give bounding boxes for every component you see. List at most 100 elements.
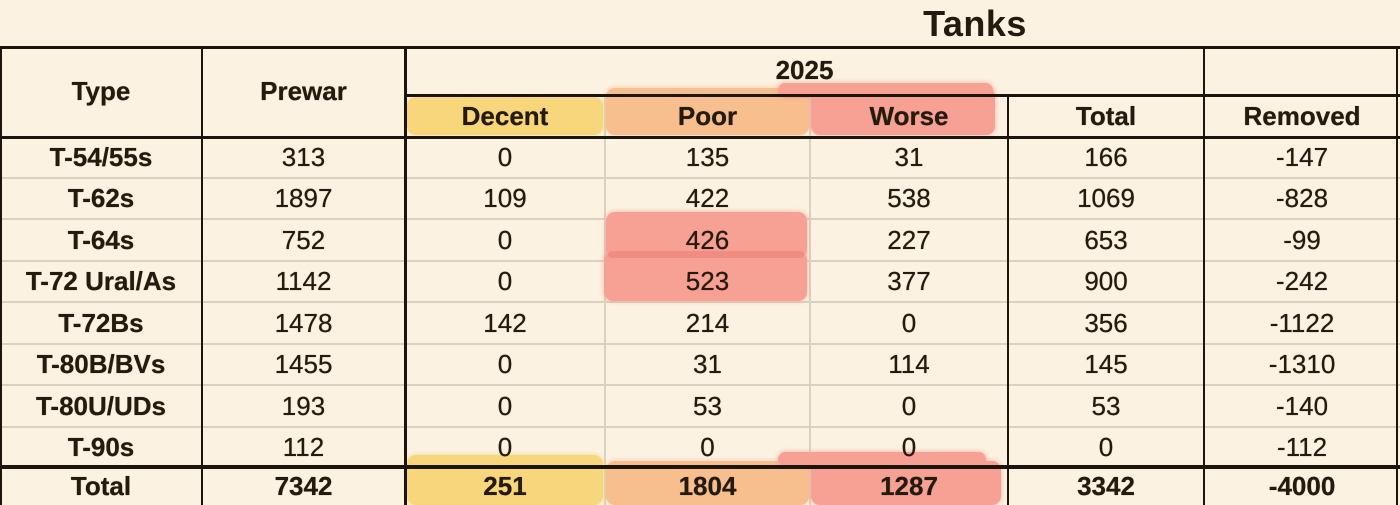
row-separator [0,301,1400,303]
total-cell: -4000 [1268,471,1336,501]
row-label: T-62s [67,183,135,213]
table-cell: 31 [894,142,924,172]
table-border-right [1396,46,1398,505]
total-row-label: Total [70,471,132,501]
row-separator [0,384,1400,386]
table-cell: -828 [1276,183,1329,213]
header-poor: Poor [677,100,738,131]
column-separator [809,96,811,505]
table-cell: 112 [282,432,325,462]
row-separator [0,343,1400,345]
table-cell: 0 [497,142,513,172]
highlight-decent-header [407,97,603,135]
table-row: T-90s 112 0 0 0 0 -112 [0,427,1400,468]
table-cell-highlighted: 426 [685,224,730,255]
header-type: Type [71,76,131,106]
table-row: T-80B/BVs 1455 0 31 114 145 -1310 [0,344,1400,385]
row-separator [0,177,1400,179]
row-separator [0,426,1400,428]
table-row: T-80U/UDs 193 0 53 0 53 -140 [0,385,1400,427]
table-row: T-64s 752 0 426 227 653 -99 [0,219,1400,261]
table-cell-highlighted: 523 [685,266,730,296]
header-removed: Removed [1243,100,1361,131]
total-cell: 7342 [274,471,333,501]
header-row: Decent Poor Worse Total Removed [0,95,1400,137]
table-cell: 1142 [275,266,332,296]
row-label: T-72 Ural/As [25,266,177,296]
total-cell-highlighted: 1287 [880,471,938,501]
highlight-total-worse-bleed [778,452,986,467]
table-cell: 752 [281,224,326,255]
table-border-left [0,46,2,505]
table-cell: -99 [1283,224,1321,255]
table-cell: 214 [685,307,730,338]
table-cell: 0 [497,432,513,462]
table-cell: 313 [281,142,326,172]
table-cell: 193 [281,390,326,421]
table-cell: 653 [1084,224,1128,255]
table-cell: 900 [1084,266,1128,296]
total-cell: 3342 [1077,471,1135,501]
table-cell: -242 [1276,266,1329,296]
header-decent: Decent [461,100,549,131]
table-cell: 0 [901,390,917,421]
header-worse: Worse [869,100,949,131]
table-cell: -1122 [1269,307,1335,338]
table-cell: 0 [497,349,513,379]
column-border-type [201,46,203,505]
table-cell: 31 [693,349,722,379]
table-cell: 114 [888,349,930,379]
table-cell: -147 [1276,142,1329,172]
table-cell: 422 [685,183,730,213]
row-label: T-80U/UDs [35,390,167,421]
row-label: T-80B/BVs [36,349,166,379]
column-border-prewar [404,46,407,505]
table-cell: 356 [1084,307,1128,338]
table-row: T-72 Ural/As 1142 0 523 377 900 -242 [0,261,1400,302]
header-row-group: Type Prewar 2025 [0,46,1400,106]
row-label: T-72Bs [58,307,144,338]
table-cell: 0 [700,432,715,462]
table-cell: 0 [497,390,513,421]
total-row-topline [0,465,1400,469]
table-cell: 109 [483,183,527,213]
table-cell: 53 [1091,390,1121,421]
table-row: T-72Bs 1478 142 214 0 356 -1122 [0,302,1400,344]
table-cell: 1069 [1077,183,1135,213]
total-row: Total 7342 251 1804 1287 3342 -4000 [0,468,1400,505]
highlight-cell-t72ural-poor [604,251,807,301]
header-group-underline [404,94,1400,97]
total-cell-highlighted: 1804 [678,471,737,501]
table-cell: 166 [1084,142,1128,172]
header-underline [0,136,1400,139]
table-cell: -140 [1276,390,1329,421]
table-cell: 0 [901,432,917,462]
table-cell: 377 [887,266,931,296]
row-label: T-90s [67,432,135,462]
table-cell: -112 [1276,432,1328,462]
row-label: T-54/55s [49,142,153,172]
table-border-top [0,46,1400,49]
column-border-worse-total [1007,94,1009,505]
table-cell: 227 [887,224,931,255]
removed-spacer-cell [1204,46,1400,95]
table-row: T-62s 1897 109 422 538 1069 -828 [0,178,1400,219]
table-cell: 538 [887,183,931,213]
table-cell: 145 [1084,349,1128,379]
highlight-overlap-seam [608,251,804,258]
table-cell: 0 [497,224,513,255]
table-cell: 1455 [274,349,333,379]
header-year-group: 2025 [775,55,834,85]
column-separator [604,96,606,505]
table-cell: 135 [685,142,730,172]
tanks-table: Type Prewar 2025 Decent Poor Worse Total… [0,46,1400,505]
page-title: Tanks [923,3,1027,44]
column-border-total-removed [1203,46,1205,505]
table-cell: 1897 [274,183,333,213]
header-total: Total [1075,100,1137,131]
table-cell: -1310 [1268,349,1336,379]
table-cell: 0 [1098,432,1114,462]
table-row: T-54/55s 313 0 135 31 166 -147 [0,137,1400,178]
table-cell: 1478 [274,307,333,338]
